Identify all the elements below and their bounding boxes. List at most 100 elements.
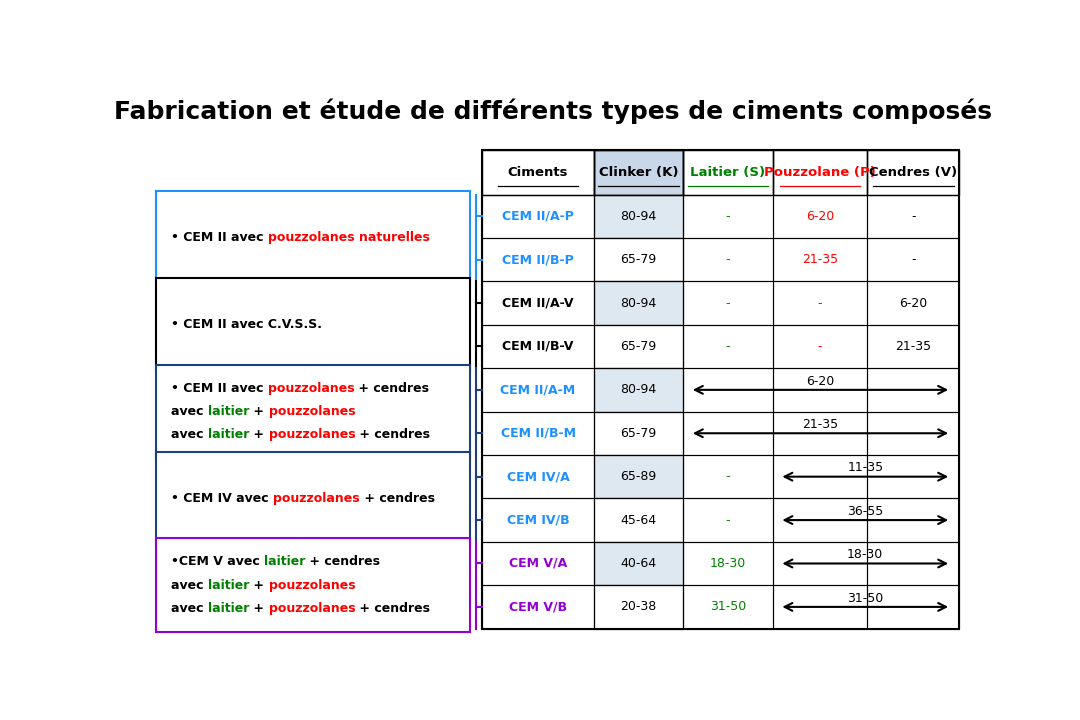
Text: CEM IV/A: CEM IV/A — [507, 470, 569, 483]
Bar — [483, 412, 594, 455]
Text: 65-79: 65-79 — [620, 340, 657, 353]
Bar — [594, 238, 684, 282]
Bar — [156, 192, 470, 284]
Bar — [156, 539, 470, 632]
Bar — [594, 455, 684, 498]
Text: •CEM V avec: •CEM V avec — [171, 555, 265, 568]
Bar — [594, 498, 684, 541]
Bar — [594, 368, 684, 412]
Bar — [773, 238, 867, 282]
Bar — [773, 498, 867, 541]
Text: 21-35: 21-35 — [895, 340, 931, 353]
Bar — [483, 541, 594, 585]
Text: Fabrication et étude de différents types de ciments composés: Fabrication et étude de différents types… — [114, 99, 993, 124]
Bar — [594, 412, 684, 455]
Bar — [684, 585, 773, 629]
Bar — [483, 238, 594, 282]
Text: CEM II/A-V: CEM II/A-V — [502, 297, 573, 310]
Bar — [867, 541, 959, 585]
Text: 80-94: 80-94 — [620, 210, 657, 222]
Bar — [483, 150, 959, 629]
Text: pouzzolanes naturelles: pouzzolanes naturelles — [268, 231, 430, 244]
Bar — [594, 585, 684, 629]
Bar — [867, 455, 959, 498]
Bar — [773, 541, 867, 585]
Text: -: - — [726, 253, 730, 266]
Text: avec: avec — [171, 579, 207, 592]
Text: • CEM II avec: • CEM II avec — [171, 382, 268, 395]
Text: 21-35: 21-35 — [802, 418, 838, 431]
Text: 80-94: 80-94 — [620, 297, 657, 310]
Bar — [483, 194, 594, 238]
Text: +: + — [249, 405, 269, 418]
Bar — [483, 498, 594, 541]
Bar — [867, 412, 959, 455]
Bar — [684, 325, 773, 368]
Bar — [594, 282, 684, 325]
Text: 11-35: 11-35 — [847, 462, 883, 474]
Text: Cendres (V): Cendres (V) — [869, 166, 958, 179]
Bar — [684, 368, 773, 412]
Bar — [773, 412, 867, 455]
Text: 65-79: 65-79 — [620, 253, 657, 266]
Text: CEM II/B-M: CEM II/B-M — [500, 427, 576, 440]
Bar — [594, 412, 684, 455]
Text: pouzzolanes: pouzzolanes — [269, 428, 355, 441]
Bar — [483, 585, 594, 629]
Text: 65-79: 65-79 — [620, 427, 657, 440]
Bar — [594, 325, 684, 368]
Bar — [594, 282, 684, 325]
Text: laitier: laitier — [207, 579, 249, 592]
Text: 36-55: 36-55 — [847, 505, 883, 518]
Text: avec: avec — [171, 428, 207, 441]
Text: 6-20: 6-20 — [807, 374, 835, 387]
Text: pouzzolanes: pouzzolanes — [268, 382, 354, 395]
Bar — [867, 585, 959, 629]
Text: 18-30: 18-30 — [847, 548, 883, 562]
Text: -: - — [818, 297, 822, 310]
Text: -: - — [726, 340, 730, 353]
Text: laitier: laitier — [207, 428, 249, 441]
Text: -: - — [726, 470, 730, 483]
Bar — [684, 150, 773, 194]
Text: • CEM IV avec: • CEM IV avec — [171, 492, 273, 505]
Text: +: + — [249, 602, 269, 615]
Text: + cendres: + cendres — [355, 602, 430, 615]
Bar — [594, 455, 684, 498]
Text: laitier: laitier — [265, 555, 306, 568]
Text: 40-64: 40-64 — [620, 557, 657, 570]
Text: pouzzolanes: pouzzolanes — [273, 492, 360, 505]
Text: 31-50: 31-50 — [710, 600, 746, 613]
Text: -: - — [726, 513, 730, 526]
Bar — [684, 498, 773, 541]
Text: pouzzolanes: pouzzolanes — [269, 405, 355, 418]
Bar — [867, 150, 959, 194]
Bar — [594, 541, 684, 585]
Text: avec: avec — [171, 602, 207, 615]
Bar — [594, 150, 684, 194]
Bar — [594, 325, 684, 368]
Bar — [773, 150, 867, 194]
Text: Pouzzolane (P): Pouzzolane (P) — [765, 166, 876, 179]
Text: 31-50: 31-50 — [847, 592, 883, 605]
Bar — [594, 498, 684, 541]
Bar — [156, 365, 470, 459]
Text: • CEM II avec: • CEM II avec — [171, 231, 268, 244]
Bar — [867, 325, 959, 368]
Bar — [594, 150, 684, 194]
Text: -: - — [912, 253, 916, 266]
Text: CEM II/A-M: CEM II/A-M — [500, 383, 576, 396]
Text: + cendres: + cendres — [360, 492, 434, 505]
Text: pouzzolanes: pouzzolanes — [269, 602, 355, 615]
Bar — [483, 368, 594, 412]
Bar — [867, 238, 959, 282]
Text: Ciments: Ciments — [508, 166, 568, 179]
Bar — [684, 282, 773, 325]
Bar — [594, 238, 684, 282]
Text: laitier: laitier — [207, 602, 249, 615]
Text: CEM V/B: CEM V/B — [509, 600, 567, 613]
Bar — [483, 325, 594, 368]
Bar — [773, 455, 867, 498]
Bar — [773, 585, 867, 629]
Text: 45-64: 45-64 — [620, 513, 657, 526]
